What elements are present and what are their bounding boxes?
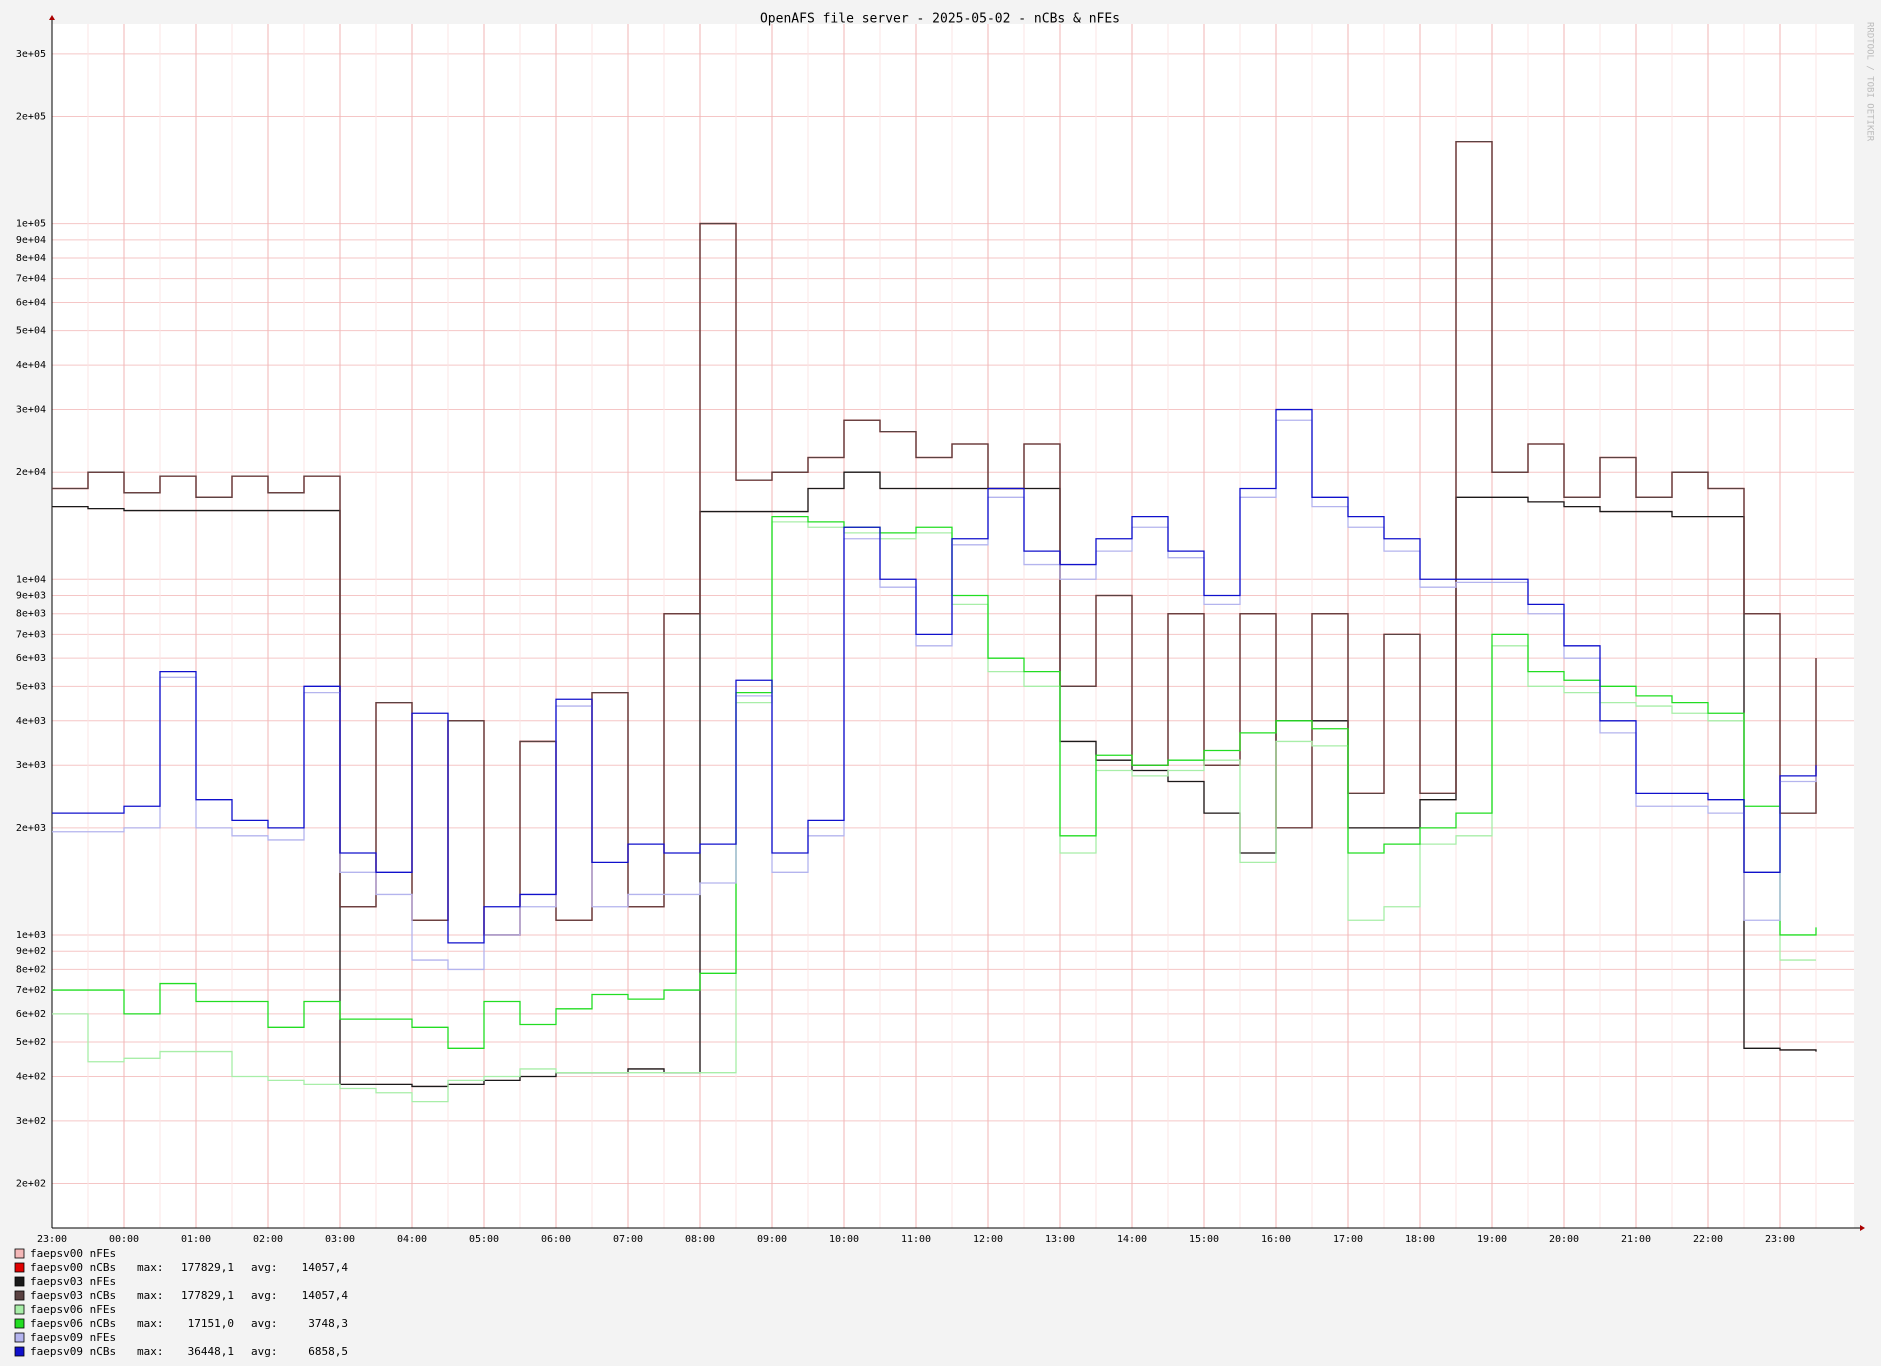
legend-stat: 6858,5: [308, 1345, 348, 1358]
legend-stat: 36448,1: [188, 1345, 234, 1358]
axis-arrow: [1860, 1225, 1865, 1231]
y-tick-label: 2e+03: [16, 823, 46, 834]
legend-swatch: [14, 1332, 25, 1343]
x-tick-label: 06:00: [541, 1234, 571, 1245]
x-tick-label: 14:00: [1117, 1234, 1147, 1245]
y-tick-label: 3e+02: [16, 1116, 46, 1127]
series-line: [52, 515, 1817, 1049]
x-tick-label: 17:00: [1333, 1234, 1363, 1245]
legend-label: faepsv06 nFEs: [30, 1303, 116, 1316]
y-tick-label: 9e+02: [16, 946, 46, 957]
legend-swatch: [14, 1346, 25, 1357]
legend-stat-label: avg:: [251, 1261, 278, 1274]
x-tick-label: 23:00: [1765, 1234, 1795, 1245]
y-tick-label: 1e+03: [16, 930, 46, 941]
x-tick-label: 02:00: [253, 1234, 283, 1245]
legend-swatch: [14, 1262, 25, 1273]
y-tick-label: 1e+05: [16, 219, 46, 230]
legend-swatch: [14, 1304, 25, 1315]
x-tick-label: 08:00: [685, 1234, 715, 1245]
y-tick-label: 6e+02: [16, 1009, 46, 1020]
y-tick-label: 5e+04: [16, 326, 46, 337]
legend-stat-label: max:: [137, 1289, 164, 1302]
legend-stat-label: max:: [137, 1345, 164, 1358]
legend-swatch: [14, 1248, 25, 1259]
legend-stat: 177829,1: [181, 1261, 234, 1274]
x-tick-label: 20:00: [1549, 1234, 1579, 1245]
x-tick-label: 00:00: [109, 1234, 139, 1245]
y-tick-label: 9e+03: [16, 591, 46, 602]
plot-area: [52, 24, 1854, 1228]
y-tick-label: 6e+04: [16, 297, 46, 308]
legend-label: faepsv00 nCBs: [30, 1261, 116, 1274]
axis-arrow: [49, 15, 55, 20]
y-tick-label: 4e+02: [16, 1071, 46, 1082]
y-tick-label: 8e+02: [16, 964, 46, 975]
legend-swatch: [14, 1290, 25, 1301]
x-tick-label: 04:00: [397, 1234, 427, 1245]
x-tick-label: 21:00: [1621, 1234, 1651, 1245]
x-tick-label: 23:00: [37, 1234, 67, 1245]
y-tick-label: 1e+04: [16, 574, 46, 585]
y-tick-label: 7e+02: [16, 985, 46, 996]
x-tick-label: 18:00: [1405, 1234, 1435, 1245]
legend-label: faepsv03 nCBs: [30, 1289, 116, 1302]
legend-stat-label: avg:: [251, 1345, 278, 1358]
legend-stat: 3748,3: [308, 1317, 348, 1330]
x-tick-label: 05:00: [469, 1234, 499, 1245]
y-tick-label: 9e+04: [16, 235, 46, 246]
chart-title: OpenAFS file server - 2025-05-02 - nCBs …: [760, 12, 1120, 27]
legend-stat: 177829,1: [181, 1289, 234, 1302]
y-tick-label: 3e+05: [16, 49, 46, 60]
legend-swatch: [14, 1276, 25, 1287]
x-tick-label: 10:00: [829, 1234, 859, 1245]
legend-label: faepsv09 nFEs: [30, 1331, 116, 1344]
legend-stat-label: avg:: [251, 1289, 278, 1302]
legend-label: faepsv06 nCBs: [30, 1317, 116, 1330]
y-tick-label: 7e+03: [16, 629, 46, 640]
legend-label: faepsv09 nCBs: [30, 1345, 116, 1358]
x-tick-label: 19:00: [1477, 1234, 1507, 1245]
x-tick-label: 11:00: [901, 1234, 931, 1245]
y-tick-label: 8e+04: [16, 253, 46, 264]
y-tick-label: 7e+04: [16, 274, 46, 285]
y-tick-label: 2e+05: [16, 112, 46, 123]
y-tick-label: 5e+03: [16, 681, 46, 692]
legend-stat: 17151,0: [188, 1317, 234, 1330]
legend-label: faepsv03 nFEs: [30, 1275, 116, 1288]
x-tick-label: 16:00: [1261, 1234, 1291, 1245]
x-tick-label: 07:00: [613, 1234, 643, 1245]
legend-stat-label: max:: [137, 1317, 164, 1330]
legend-stat-label: avg:: [251, 1317, 278, 1330]
x-tick-label: 01:00: [181, 1234, 211, 1245]
y-tick-label: 3e+04: [16, 405, 46, 416]
series-line: [52, 140, 1817, 936]
legend-swatch: [14, 1318, 25, 1329]
y-tick-label: 4e+03: [16, 716, 46, 727]
y-tick-label: 8e+03: [16, 609, 46, 620]
y-tick-label: 6e+03: [16, 653, 46, 664]
x-tick-label: 22:00: [1693, 1234, 1723, 1245]
legend-stat: 14057,4: [302, 1289, 349, 1302]
watermark: RRDTOOL / TOBI OETIKER: [1865, 22, 1875, 142]
legend-label: faepsv00 nFEs: [30, 1247, 116, 1260]
y-tick-label: 2e+04: [16, 467, 46, 478]
series-line: [52, 408, 1817, 944]
x-tick-label: 03:00: [325, 1234, 355, 1245]
y-tick-label: 4e+04: [16, 360, 46, 371]
y-tick-label: 5e+02: [16, 1037, 46, 1048]
x-tick-label: 13:00: [1045, 1234, 1075, 1245]
legend-stat-label: max:: [137, 1261, 164, 1274]
x-tick-label: 15:00: [1189, 1234, 1219, 1245]
y-tick-label: 3e+03: [16, 760, 46, 771]
x-tick-label: 09:00: [757, 1234, 787, 1245]
legend-stat: 14057,4: [302, 1261, 349, 1274]
x-tick-label: 12:00: [973, 1234, 1003, 1245]
y-tick-label: 2e+02: [16, 1179, 46, 1190]
